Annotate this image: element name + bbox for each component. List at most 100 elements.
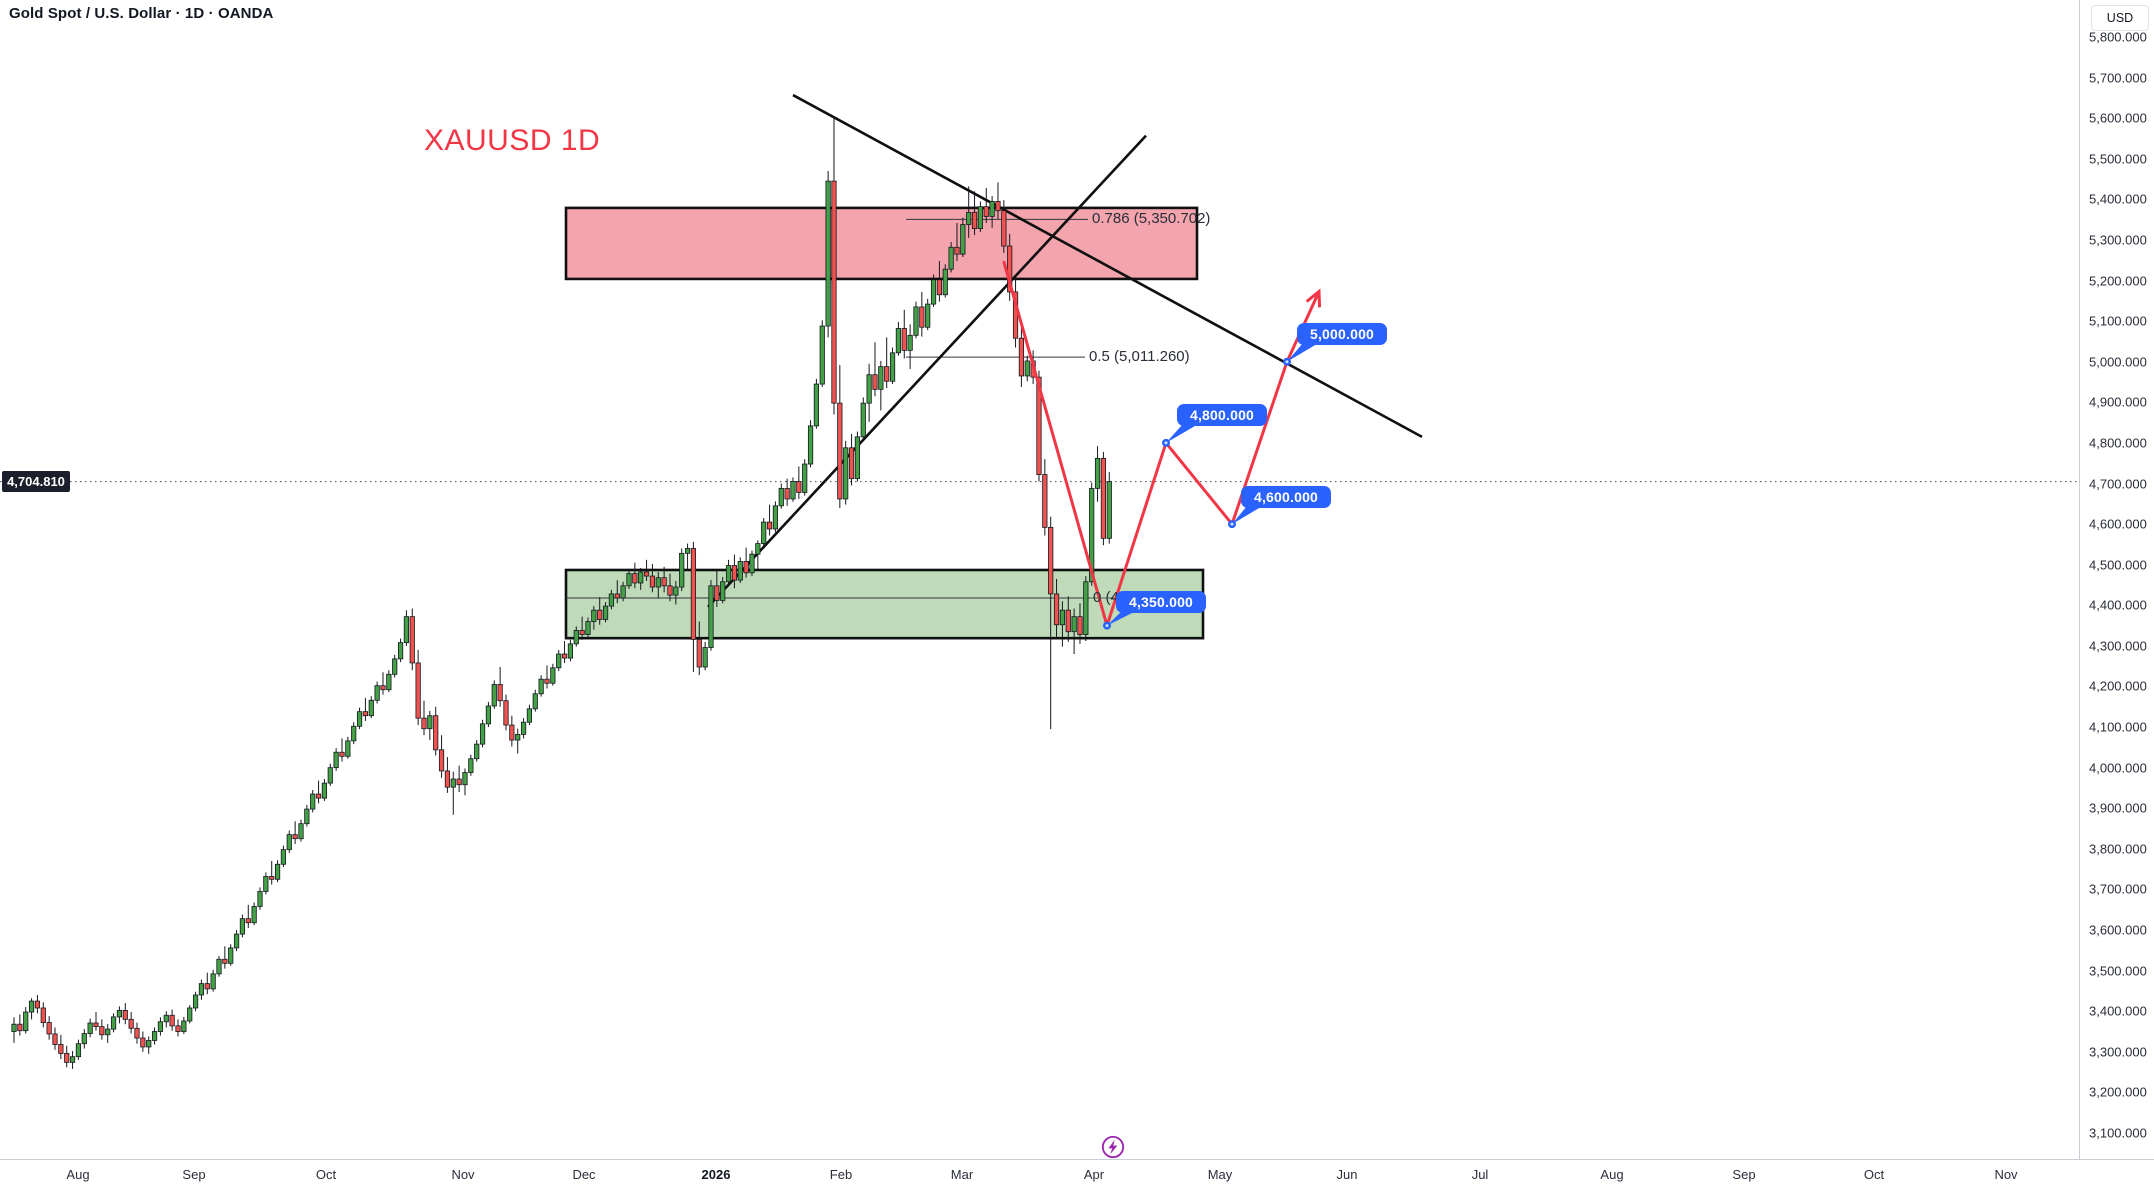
- ascending-trendline[interactable]: [707, 134, 1147, 608]
- price-axis[interactable]: 5,800.000 5,700.000 5,600.000 5,500.000 5,40…: [2079, 0, 2154, 1160]
- anchor-dot-center: [1105, 624, 1109, 628]
- candle-body: [954, 246, 960, 255]
- candle-body: [790, 481, 796, 500]
- candle-body: [64, 1053, 70, 1063]
- time-tick-label: Feb: [829, 1167, 853, 1182]
- demand-zone[interactable]: [564, 568, 1205, 640]
- candle-body: [163, 1014, 169, 1023]
- supply-zone[interactable]: [564, 206, 1199, 281]
- candle-body: [46, 1022, 52, 1035]
- candle-body: [784, 487, 790, 500]
- candle-body: [40, 1007, 46, 1023]
- symbol-watermark-annotation[interactable]: XAUUSD 1D: [424, 124, 601, 157]
- descending-trendline[interactable]: [792, 93, 1423, 438]
- candle-body: [403, 616, 410, 644]
- time-tick-label: Jul: [1471, 1167, 1489, 1182]
- price-tick-label: 5,700.000: [2089, 70, 2147, 86]
- time-tick-label: Apr: [1083, 1167, 1105, 1182]
- candle-body: [292, 834, 298, 840]
- candle-body: [731, 565, 738, 581]
- candle-body: [930, 279, 937, 305]
- fib-level-label-05[interactable]: 0.5 (5,011.260): [1089, 348, 1190, 366]
- candle-body: [362, 711, 369, 717]
- candle-body: [561, 653, 568, 659]
- candle-body: [884, 366, 890, 382]
- price-callout-5000[interactable]: 5,000.000: [1297, 323, 1387, 345]
- candle-body: [69, 1056, 76, 1063]
- candle-body: [843, 447, 849, 500]
- candle-body: [520, 721, 527, 735]
- candle-body: [157, 1021, 164, 1032]
- candle-body: [11, 1023, 17, 1032]
- candle-body: [233, 933, 240, 949]
- price-tick-label: 4,900.000: [2089, 394, 2147, 410]
- fib-level-label-0786[interactable]: 0.786 (5,350.702): [1092, 210, 1211, 228]
- candle-body: [93, 1022, 99, 1028]
- candle-body: [99, 1026, 105, 1036]
- candle-body: [1094, 457, 1101, 489]
- candle-body: [749, 553, 755, 574]
- projection-path[interactable]: [1002, 260, 1321, 628]
- candle-body: [971, 211, 978, 229]
- candle-body: [1083, 581, 1089, 635]
- time-tick-label: Mar: [950, 1167, 974, 1182]
- candle-body: [661, 577, 667, 587]
- candle-body: [321, 782, 328, 799]
- candle-body: [298, 823, 304, 840]
- candle-body: [356, 711, 363, 727]
- anchor-dot-center: [1164, 441, 1168, 445]
- candle-body: [368, 699, 374, 717]
- price-tick-label: 4,200.000: [2089, 678, 2147, 694]
- candle-body: [421, 717, 427, 730]
- candle-body: [632, 573, 638, 584]
- candle-body: [222, 958, 228, 964]
- candle-body: [128, 1018, 134, 1029]
- candle-body: [380, 685, 386, 691]
- price-tick-label: 3,500.000: [2089, 963, 2147, 979]
- callout-tail: [1287, 338, 1327, 362]
- candle-body: [438, 749, 445, 772]
- candle-body: [720, 581, 726, 601]
- candle-body: [977, 206, 984, 229]
- candle-body: [866, 374, 872, 404]
- price-callout-4350[interactable]: 4,350.000: [1116, 591, 1206, 613]
- candle-body: [673, 586, 679, 596]
- candle-body: [257, 891, 263, 907]
- candle-body: [239, 918, 246, 935]
- price-tick-label: 3,700.000: [2089, 881, 2147, 897]
- candle-body: [1053, 593, 1060, 626]
- candle-body: [901, 328, 907, 351]
- price-tick-label: 5,600.000: [2089, 110, 2147, 126]
- candle-body: [151, 1031, 158, 1041]
- candle-body: [75, 1043, 82, 1058]
- candle-body: [280, 849, 287, 865]
- time-tick-label: Oct: [1863, 1167, 1885, 1182]
- candle-body: [895, 328, 902, 354]
- price-callout-4600[interactable]: 4,600.000: [1241, 486, 1331, 508]
- time-tick-label: Sep: [182, 1167, 206, 1182]
- candle-body: [1036, 376, 1042, 475]
- candle-body: [345, 740, 351, 757]
- currency-button[interactable]: USD: [2091, 5, 2149, 31]
- candle-body: [925, 303, 931, 328]
- time-tick-label: Oct: [315, 1167, 337, 1182]
- chart-canvas[interactable]: [0, 0, 2080, 1160]
- price-tick-label: 4,500.000: [2089, 557, 2147, 573]
- callout-tail: [1107, 606, 1146, 626]
- candle-body: [485, 705, 492, 725]
- candle-body: [1071, 616, 1077, 633]
- candle-body: [649, 575, 656, 588]
- candle-body: [737, 561, 743, 581]
- lightning-icon[interactable]: [1100, 1134, 1126, 1165]
- chart-title: Gold Spot / U.S. Dollar · 1D · OANDA: [9, 5, 274, 22]
- price-tick-label: 4,000.000: [2089, 760, 2147, 776]
- candle-body: [860, 402, 866, 438]
- time-axis[interactable]: Aug Sep Oct Nov Dec 2026 Feb Mar Apr May Jun Jul Aug…: [0, 1159, 2154, 1190]
- price-tick-label: 5,300.000: [2089, 232, 2147, 248]
- candle-body: [1042, 474, 1048, 528]
- candle-body: [995, 201, 1001, 212]
- price-tick-label: 3,300.000: [2089, 1044, 2147, 1060]
- candle-body: [87, 1022, 93, 1034]
- candle-body: [310, 793, 316, 810]
- price-callout-4800[interactable]: 4,800.000: [1177, 404, 1267, 426]
